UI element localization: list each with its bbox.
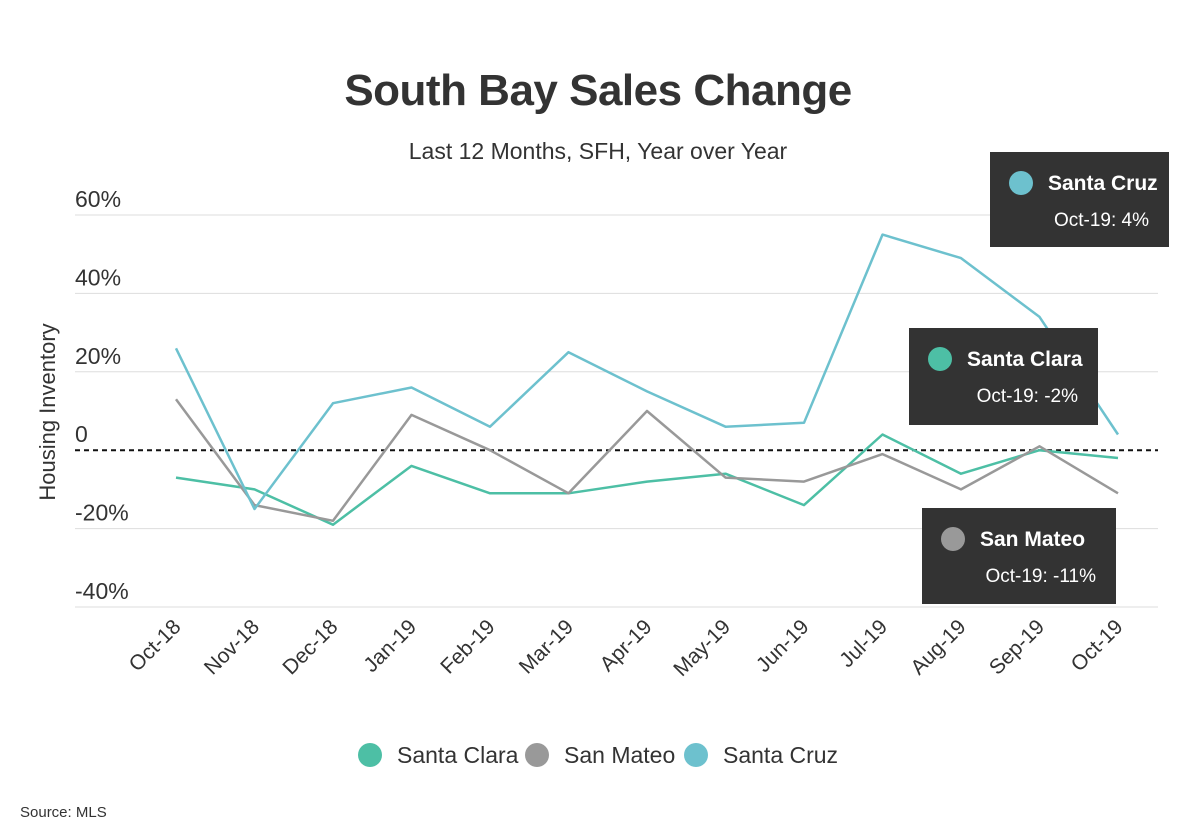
tooltip-series-name: Santa Clara: [967, 348, 1083, 371]
x-tick-label: Aug-19: [906, 615, 970, 679]
x-tick-label: Nov-18: [200, 615, 264, 679]
x-tick-label: Jul-19: [835, 615, 892, 672]
x-tick-label: Jan-19: [359, 615, 421, 677]
x-axis-ticks: Oct-18 Nov-18 Dec-18 Jan-19 Feb-19 Mar-19 Apr-…: [125, 615, 1128, 681]
legend-item-santa-clara: Santa Clara: [358, 742, 519, 768]
x-tick-label: Jun-19: [752, 615, 814, 677]
tooltip-value: Oct-19: -2%: [977, 386, 1078, 407]
source-note: Source: MLS: [20, 804, 107, 821]
y-axis-ticks: 60% 40% 20% 0 -20% -40%: [75, 186, 129, 604]
tooltip-box: [990, 152, 1169, 247]
series-line-santa-clara: [175, 433, 1119, 526]
x-tick-label: Dec-18: [278, 615, 342, 679]
x-tick-label: Sep-19: [985, 615, 1049, 679]
tooltips: Santa Cruz Oct-19: 4% Santa Clara Oct-19: -…: [909, 152, 1169, 604]
legend-item-santa-cruz: Santa Cruz: [684, 742, 838, 768]
y-axis-label: Housing Inventory: [35, 323, 60, 500]
y-tick-label: 20%: [75, 343, 121, 369]
legend-label: San Mateo: [564, 742, 675, 768]
series-line-santa-cruz: [174, 233, 1120, 511]
legend: Santa Clara San Mateo Santa Cruz: [358, 742, 838, 768]
y-tick-label: 40%: [75, 264, 121, 290]
y-tick-label: 0: [75, 421, 88, 447]
series-line-san-mateo: [174, 398, 1119, 523]
tooltip-series-name: Santa Cruz: [1048, 172, 1158, 195]
y-tick-label: 60%: [75, 186, 121, 212]
y-tick-label: -20%: [75, 500, 129, 526]
tooltip-marker: [941, 527, 965, 551]
x-tick-label: Mar-19: [515, 615, 578, 678]
x-tick-label: Apr-19: [596, 615, 657, 676]
series-lines: [174, 233, 1120, 526]
legend-marker: [684, 743, 708, 767]
legend-label: Santa Clara: [397, 742, 519, 768]
tooltip-value: Oct-19: -11%: [985, 566, 1096, 587]
tooltip-marker: [1009, 171, 1033, 195]
tooltip-marker: [928, 347, 952, 371]
tooltip-san-mateo: San Mateo Oct-19: -11%: [922, 508, 1116, 604]
x-tick-label: Oct-18: [125, 615, 186, 676]
legend-label: Santa Cruz: [723, 742, 838, 768]
x-tick-label: May-19: [669, 615, 735, 681]
tooltip-series-name: San Mateo: [980, 528, 1085, 551]
x-tick-label: Feb-19: [436, 615, 499, 678]
legend-marker: [358, 743, 382, 767]
legend-marker: [525, 743, 549, 767]
tooltip-box: [922, 508, 1116, 604]
y-tick-label: -40%: [75, 578, 129, 604]
chart-subtitle: Last 12 Months, SFH, Year over Year: [408, 138, 788, 164]
tooltip-value: Oct-19: 4%: [1054, 210, 1149, 231]
x-tick-label: Oct-19: [1067, 615, 1128, 676]
chart-title: South Bay Sales Change: [344, 66, 852, 115]
tooltip-santa-cruz: Santa Cruz Oct-19: 4%: [990, 152, 1169, 247]
tooltip-box: [909, 328, 1098, 425]
tooltip-santa-clara: Santa Clara Oct-19: -2%: [909, 328, 1098, 425]
legend-item-san-mateo: San Mateo: [525, 742, 675, 768]
